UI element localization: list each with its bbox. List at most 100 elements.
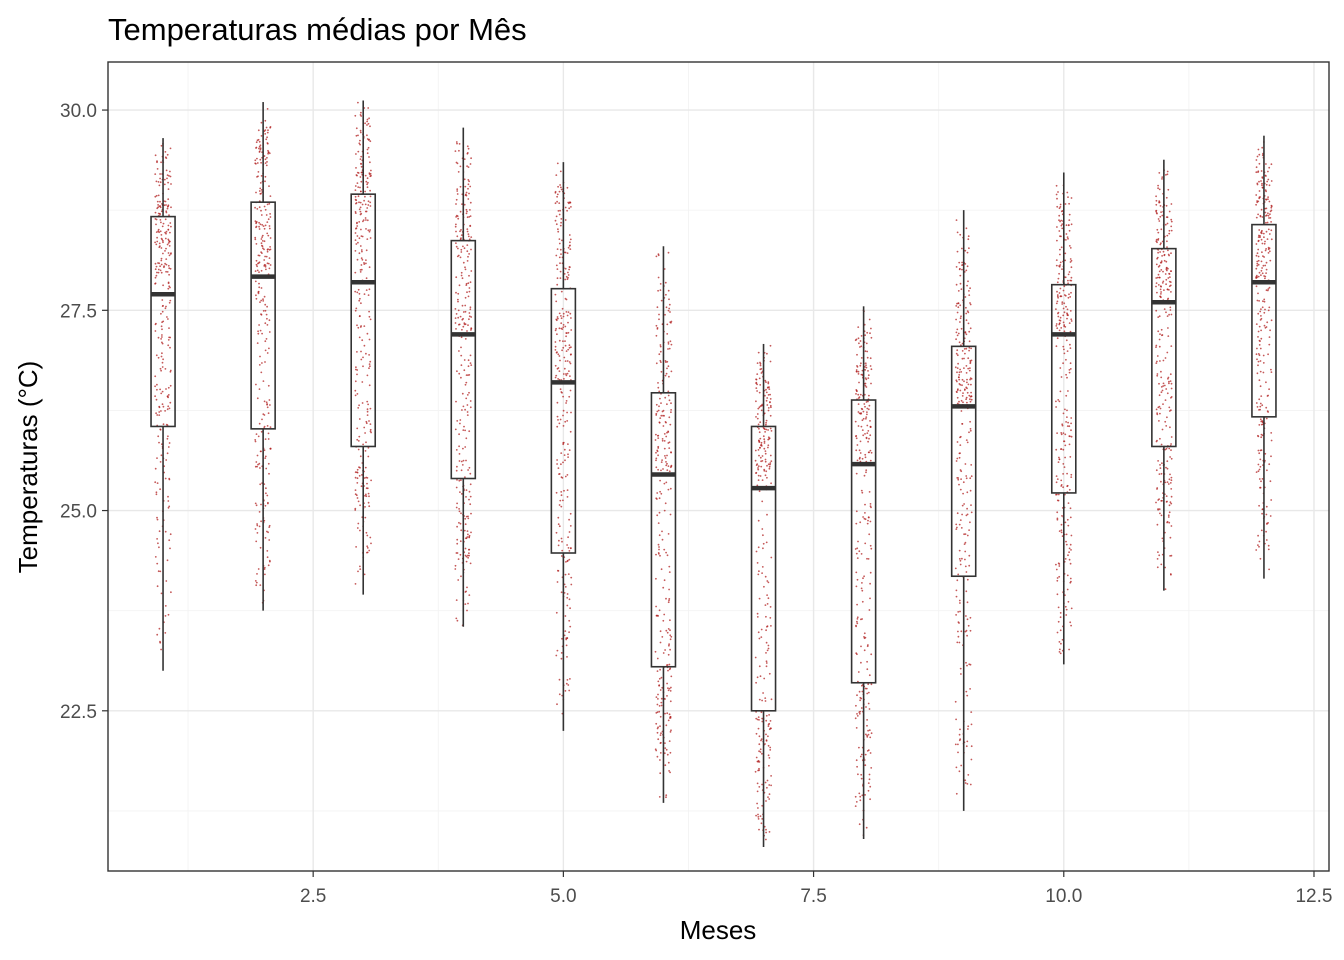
data-point <box>562 312 565 315</box>
data-point <box>1165 495 1168 497</box>
data-point <box>966 740 969 743</box>
data-point <box>660 492 663 495</box>
data-point <box>1257 544 1259 546</box>
data-point <box>861 491 864 494</box>
data-point <box>264 162 267 165</box>
data-point <box>1170 218 1173 221</box>
box-month-7 <box>750 425 777 712</box>
data-point <box>154 323 157 326</box>
data-point <box>957 751 959 754</box>
data-point <box>657 522 660 524</box>
data-point <box>767 438 770 441</box>
data-point <box>356 427 359 430</box>
data-point <box>570 353 572 356</box>
data-point <box>569 512 572 515</box>
data-point <box>469 224 472 227</box>
data-point <box>355 546 357 548</box>
data-point <box>256 269 259 272</box>
data-point <box>856 713 858 715</box>
data-point <box>1161 176 1164 179</box>
data-point <box>269 216 272 218</box>
data-point <box>560 452 563 454</box>
data-point <box>968 431 970 434</box>
data-point <box>659 289 662 291</box>
data-point <box>266 142 269 145</box>
data-point <box>169 175 172 178</box>
data-point <box>1270 209 1273 212</box>
data-point <box>769 749 772 751</box>
data-point <box>1169 573 1172 575</box>
data-point <box>569 244 571 247</box>
data-point <box>561 391 563 394</box>
data-point <box>961 557 963 560</box>
data-point <box>662 414 664 417</box>
data-point <box>366 238 369 241</box>
data-point <box>570 411 572 414</box>
data-point <box>168 254 171 257</box>
data-point <box>655 605 657 608</box>
data-point <box>257 463 259 466</box>
data-point <box>1261 146 1264 149</box>
data-point <box>462 311 465 313</box>
data-point <box>467 295 470 298</box>
data-point <box>567 271 569 274</box>
data-point <box>655 255 658 258</box>
data-point <box>556 649 559 652</box>
data-point <box>558 678 561 681</box>
data-point <box>760 441 763 444</box>
data-point <box>555 264 558 267</box>
data-point <box>254 528 257 530</box>
data-point <box>265 126 268 129</box>
data-point <box>964 558 966 561</box>
data-point <box>860 407 863 410</box>
data-point <box>668 298 670 301</box>
data-point <box>1058 214 1061 217</box>
data-point <box>868 394 870 397</box>
data-point <box>666 462 668 465</box>
data-point <box>855 571 858 574</box>
data-point <box>866 668 869 671</box>
data-point <box>755 717 758 720</box>
data-point <box>869 426 872 428</box>
data-point <box>360 257 363 260</box>
data-point <box>560 253 562 256</box>
data-point <box>358 404 360 407</box>
data-point <box>761 572 763 574</box>
data-point <box>1056 593 1059 596</box>
data-point <box>969 783 972 786</box>
data-point <box>266 232 269 235</box>
data-point <box>970 391 972 394</box>
data-point <box>1055 568 1058 571</box>
data-point <box>765 428 768 431</box>
data-point <box>1055 264 1058 267</box>
data-point <box>158 205 161 208</box>
data-point <box>466 394 469 396</box>
data-point <box>369 237 372 239</box>
data-point <box>269 404 271 406</box>
data-point <box>161 321 164 324</box>
data-point <box>659 641 662 644</box>
data-point <box>758 490 761 493</box>
data-point <box>170 183 172 185</box>
data-point <box>257 290 260 293</box>
data-point <box>554 190 557 193</box>
data-point <box>267 152 269 155</box>
data-point <box>568 598 571 601</box>
data-point <box>565 637 568 640</box>
data-point <box>665 551 667 554</box>
data-point <box>956 641 959 644</box>
data-point <box>154 556 157 558</box>
data-point <box>364 190 366 193</box>
data-point <box>267 262 270 265</box>
data-point <box>357 570 359 573</box>
data-point <box>264 457 267 459</box>
y-tick-label: 27.5 <box>60 301 97 322</box>
data-point <box>363 199 365 202</box>
data-point <box>356 468 359 471</box>
data-point <box>969 428 972 430</box>
data-point <box>768 831 771 833</box>
data-point <box>357 134 359 137</box>
data-point <box>465 208 468 211</box>
data-point <box>470 316 473 318</box>
data-point <box>970 347 972 350</box>
